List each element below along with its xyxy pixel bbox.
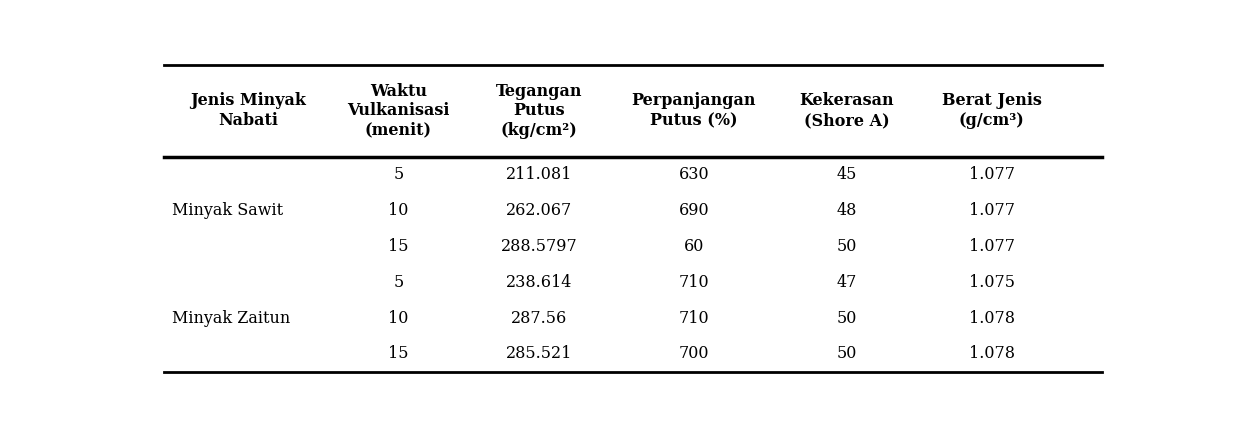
Text: Minyak Sawit: Minyak Sawit bbox=[172, 202, 283, 219]
Text: 45: 45 bbox=[836, 166, 857, 183]
Text: 710: 710 bbox=[678, 274, 709, 291]
Text: 1.075: 1.075 bbox=[968, 274, 1015, 291]
Text: 700: 700 bbox=[679, 345, 709, 363]
Text: 1.078: 1.078 bbox=[968, 345, 1015, 363]
Text: 15: 15 bbox=[388, 345, 409, 363]
Text: 1.077: 1.077 bbox=[968, 166, 1015, 183]
Text: 60: 60 bbox=[684, 238, 704, 255]
Text: 10: 10 bbox=[388, 202, 409, 219]
Text: 630: 630 bbox=[678, 166, 709, 183]
Text: Tegangan
Putus
(kg/cm²): Tegangan Putus (kg/cm²) bbox=[496, 83, 583, 139]
Text: 50: 50 bbox=[836, 345, 857, 363]
Text: 690: 690 bbox=[678, 202, 709, 219]
Text: 238.614: 238.614 bbox=[506, 274, 572, 291]
Text: Berat Jenis
(g/cm³): Berat Jenis (g/cm³) bbox=[942, 93, 1041, 129]
Text: 1.077: 1.077 bbox=[968, 238, 1015, 255]
Text: 211.081: 211.081 bbox=[506, 166, 572, 183]
Text: 50: 50 bbox=[836, 310, 857, 326]
Text: Perpanjangan
Putus (%): Perpanjangan Putus (%) bbox=[631, 93, 756, 129]
Text: 5: 5 bbox=[393, 166, 404, 183]
Text: Kekerasan
(Shore A): Kekerasan (Shore A) bbox=[799, 93, 894, 129]
Text: Minyak Zaitun: Minyak Zaitun bbox=[172, 310, 290, 326]
Text: 10: 10 bbox=[388, 310, 409, 326]
Text: 15: 15 bbox=[388, 238, 409, 255]
Text: 48: 48 bbox=[836, 202, 857, 219]
Text: 285.521: 285.521 bbox=[506, 345, 572, 363]
Text: 287.56: 287.56 bbox=[511, 310, 567, 326]
Text: 1.078: 1.078 bbox=[968, 310, 1015, 326]
Text: 262.067: 262.067 bbox=[506, 202, 572, 219]
Text: 288.5797: 288.5797 bbox=[500, 238, 578, 255]
Text: 5: 5 bbox=[393, 274, 404, 291]
Text: 1.077: 1.077 bbox=[968, 202, 1015, 219]
Text: 710: 710 bbox=[678, 310, 709, 326]
Text: Waktu
Vulkanisasi
(menit): Waktu Vulkanisasi (menit) bbox=[347, 83, 450, 139]
Text: 47: 47 bbox=[836, 274, 857, 291]
Text: 50: 50 bbox=[836, 238, 857, 255]
Text: Jenis Minyak
Nabati: Jenis Minyak Nabati bbox=[190, 93, 306, 129]
